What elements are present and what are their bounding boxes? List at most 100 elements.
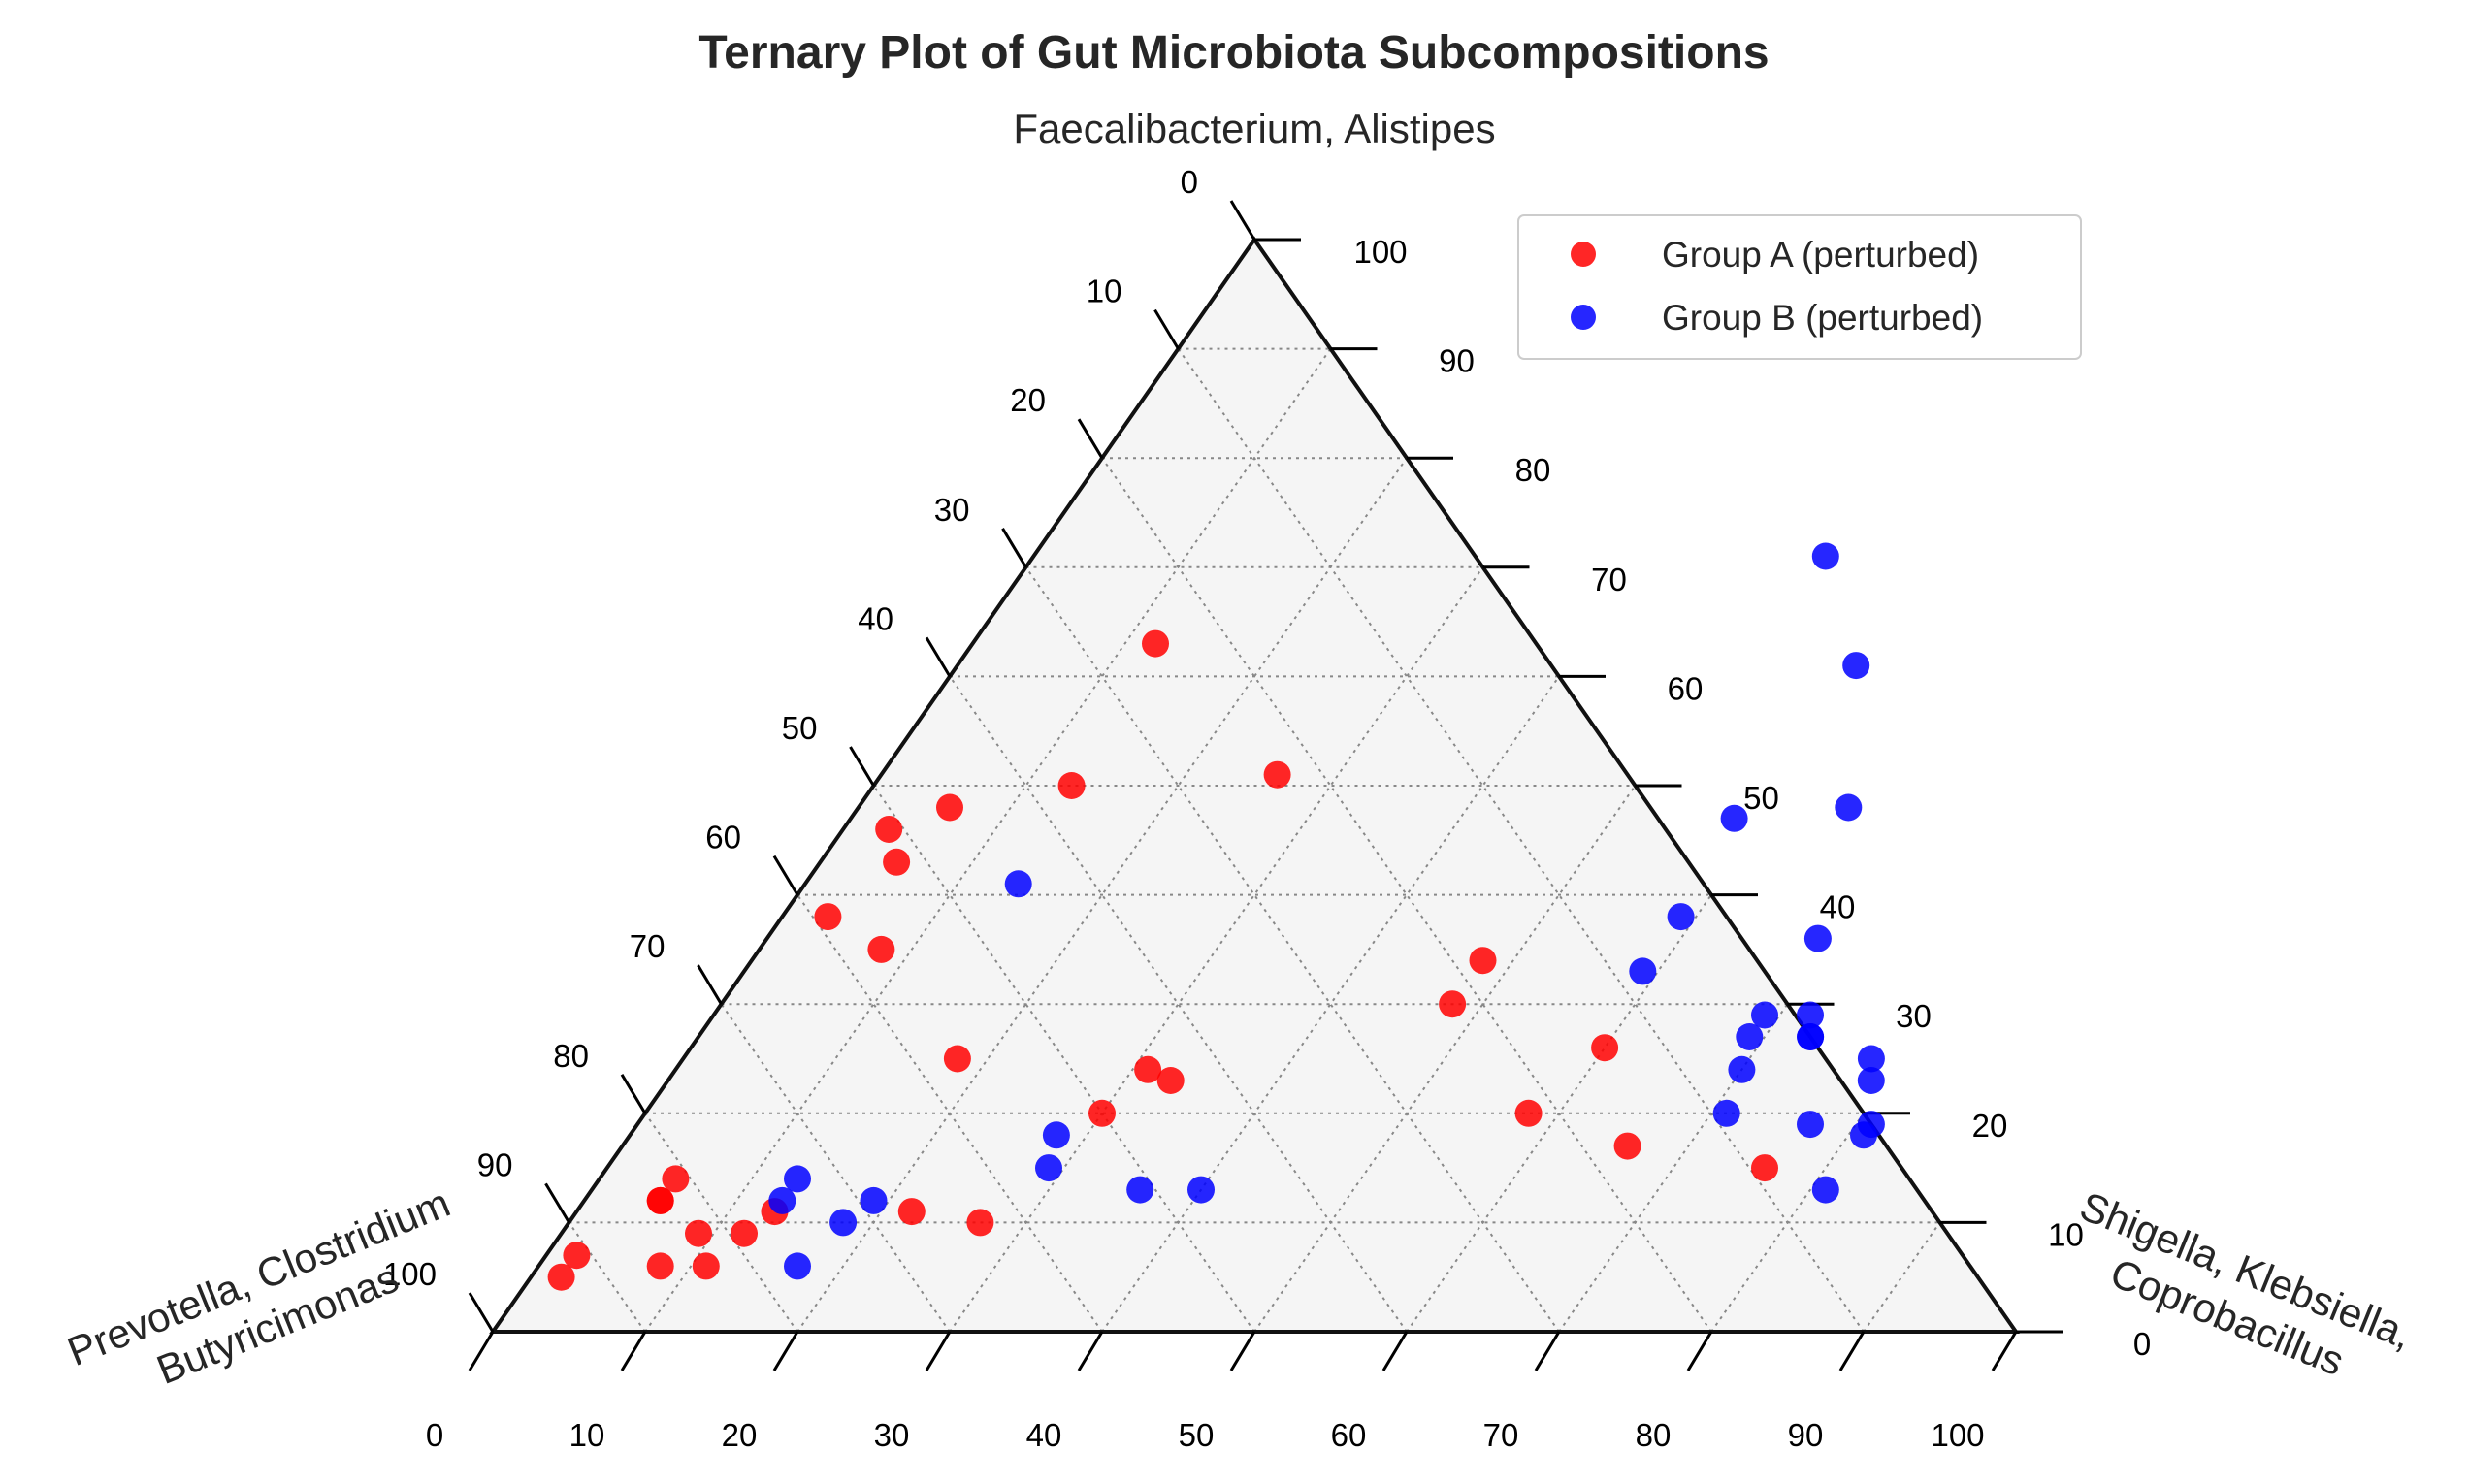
tick-label-bottom: 50 [1179,1417,1215,1453]
tick-label-left: 0 [1181,164,1198,200]
point-group-a [646,1252,674,1280]
tick-label-left: 50 [782,710,818,746]
point-group-a [867,935,895,963]
tick-label-right: 90 [1439,343,1475,379]
point-group-b [1797,1001,1824,1029]
point-group-b [1797,1023,1825,1050]
point-group-b [1126,1176,1154,1204]
tick-label-left: 80 [553,1038,589,1074]
grid-line [644,1113,798,1333]
legend-label-group-b: Group B (perturbed) [1662,298,1983,338]
point-group-a [547,1263,575,1291]
grid-line [1177,348,1865,1333]
point-group-b [1857,1067,1885,1094]
point-group-a [685,1219,712,1247]
point-group-b [1811,1176,1839,1204]
axis-label-top: Faecalibacterium, Alistipes [1013,106,1495,151]
grid-line [568,1221,646,1333]
grid-line [1024,566,1560,1333]
legend-label-group-a: Group A (perturbed) [1662,235,1979,274]
point-group-a [897,1198,926,1226]
tick-label-left: 10 [1087,274,1122,309]
tick-bottom [1838,1331,1866,1371]
tick-label-bottom: 20 [722,1417,758,1453]
tick-left [697,964,723,1005]
tick-left [1229,200,1256,241]
point-group-a [1514,1099,1543,1127]
point-group-b [1850,1121,1877,1149]
grid-line [1406,894,1712,1333]
point-group-b [1720,804,1748,832]
point-group-a [1142,629,1169,658]
point-group-b [1035,1154,1062,1182]
grid-line [949,566,1484,1333]
tick-label-bottom: 0 [426,1417,443,1453]
point-group-b [1667,903,1695,931]
tick-label-right: 20 [1972,1108,2008,1144]
tick-bottom [925,1331,952,1371]
point-group-b [829,1209,858,1237]
tick-left [1001,528,1027,568]
point-group-a [1156,1067,1185,1094]
grid-line [1253,785,1637,1333]
tick-label-left: 30 [934,492,970,528]
grid-line [1863,1221,1941,1333]
point-group-a [1088,1099,1116,1127]
point-group-b [860,1186,888,1214]
tick-label-bottom: 10 [569,1417,605,1453]
point-group-b [1187,1176,1215,1204]
tick-left [1153,308,1180,350]
point-group-a [1469,947,1497,975]
tick-bottom [1077,1331,1104,1371]
point-group-b [1736,1023,1764,1050]
tick-label-left: 40 [858,600,893,636]
tick-label-right: 40 [1820,889,1856,925]
point-group-b [1751,1001,1778,1029]
point-group-a [1263,760,1291,789]
point-group-b [1811,542,1839,570]
tick-left [1077,418,1104,459]
point-group-a [966,1209,994,1237]
point-group-a [814,903,842,931]
point-group-a [883,848,911,876]
point-group-a [646,1186,674,1214]
tick-bottom [468,1331,495,1371]
point-group-a [1613,1132,1641,1160]
point-group-a [943,1045,971,1073]
tick-label-bottom: 80 [1636,1417,1672,1453]
point-group-a [936,793,963,822]
point-group-a [692,1252,720,1280]
tick-left [772,855,799,896]
point-group-b [784,1252,811,1280]
tick-label-left: 60 [705,820,741,855]
point-group-a [875,816,903,843]
tick-label-bottom: 100 [1931,1417,1984,1453]
tick-labels: 0 0 0 10 10 10 20 20 20 30 30 30 40 40 40 50 50 50 60 60 60 7… [383,164,2151,1453]
tick-label-right: 50 [1743,780,1779,816]
tick-label-right: 100 [1353,234,1407,270]
point-group-a [1591,1034,1619,1062]
point-group-a [731,1219,758,1247]
legend-marker-group-a [1571,242,1596,267]
axis-label-right: Shigella, Klebsiella,Coprobacillus [2055,1183,2419,1404]
grid-lines [568,347,1941,1333]
grid-line [796,894,1103,1333]
tick-label-right: 60 [1668,670,1704,706]
point-group-b [1728,1055,1756,1083]
point-group-a [662,1165,690,1193]
point-group-b [784,1165,811,1193]
legend-marker-group-b [1571,305,1596,330]
tick-bottom [1991,1331,2018,1371]
point-group-b [768,1186,796,1214]
tick-bottom [1534,1331,1561,1371]
axis-label-left: Prevotella, ClostridiumButyricimonas [61,1179,475,1421]
point-group-a [1751,1154,1778,1182]
tick-label-bottom: 40 [1026,1417,1062,1453]
point-group-b [1803,924,1832,952]
point-group-a [1439,990,1467,1018]
tick-bottom [1381,1331,1409,1371]
tick-label-left: 70 [630,928,666,964]
tick-label-left: 90 [477,1146,513,1182]
tick-label-right: 10 [2048,1216,2084,1252]
